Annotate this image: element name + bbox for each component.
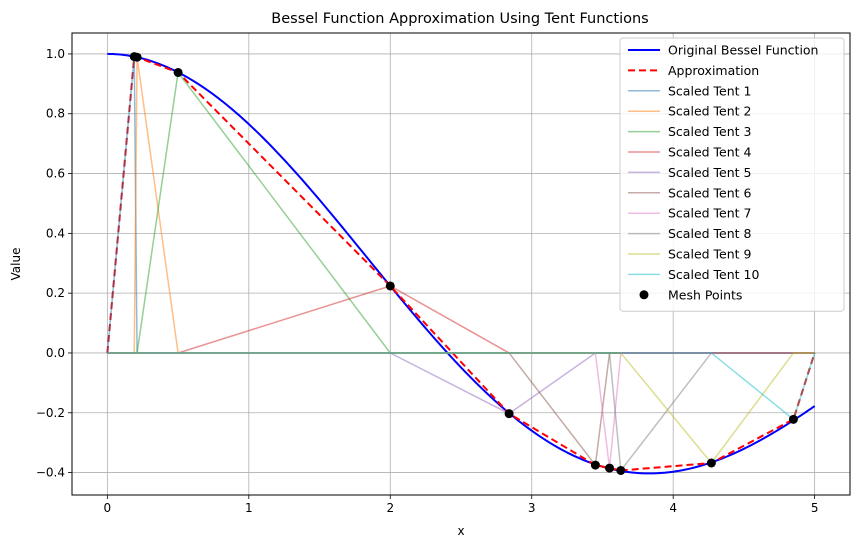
- mesh-point: [132, 52, 142, 62]
- legend-label: Scaled Tent 7: [668, 206, 752, 221]
- mesh-point: [788, 414, 798, 424]
- mesh-point: [173, 67, 183, 77]
- y-tick-label: 0.4: [46, 226, 65, 240]
- mesh-point: [590, 460, 600, 470]
- chart-title: Bessel Function Approximation Using Tent…: [271, 11, 648, 27]
- legend: Original Bessel Function Approximation Sca…: [619, 37, 845, 312]
- mesh-point: [616, 465, 626, 475]
- legend-entry: Scaled Tent 1: [628, 83, 752, 98]
- legend-label: Scaled Tent 9: [668, 247, 752, 262]
- mesh-point: [706, 458, 716, 468]
- series-scaled-tent-7: [107, 352, 815, 469]
- legend-entry: Scaled Tent 2: [628, 104, 752, 119]
- y-axis-label: Value: [9, 248, 23, 281]
- legend-label: Approximation: [668, 63, 759, 78]
- legend-label: Scaled Tent 1: [668, 83, 752, 98]
- y-tick-label: 0.2: [46, 286, 65, 300]
- x-tick-label: 0: [104, 501, 112, 515]
- y-tick-label: 0.8: [46, 107, 65, 121]
- y-tick-label: 0.6: [46, 167, 65, 181]
- legend-entry: Scaled Tent 10: [628, 267, 759, 282]
- series-scaled-tent-10: [107, 352, 816, 421]
- legend-entry: Scaled Tent 5: [628, 165, 752, 180]
- legend-entry: Scaled Tent 7: [628, 206, 752, 221]
- legend-entry: Scaled Tent 8: [628, 226, 752, 241]
- legend-entry: Approximation: [628, 63, 759, 78]
- legend-label: Scaled Tent 6: [668, 185, 752, 200]
- series-scaled-tent-9: [107, 352, 815, 465]
- axis-ticks: 0 1 2 3 4 5 −0.4 −0.2 0.0 0.2 0.4 0.6 0.8 1.0: [36, 47, 819, 515]
- legend-entry: Scaled Tent 9: [628, 247, 752, 262]
- legend-label: Scaled Tent 4: [668, 145, 752, 160]
- legend-label: Scaled Tent 10: [668, 267, 759, 282]
- legend-label: Scaled Tent 5: [668, 165, 752, 180]
- legend-label: Original Bessel Function: [668, 43, 818, 58]
- y-tick-label: −0.2: [36, 406, 65, 420]
- x-axis-label: x: [457, 524, 464, 538]
- legend-entry: Scaled Tent 3: [628, 124, 752, 139]
- legend-entry: Scaled Tent 4: [628, 145, 752, 160]
- mesh-point: [605, 463, 615, 473]
- series-scaled-tent-6: [107, 352, 815, 468]
- x-tick-label: 4: [669, 501, 677, 515]
- y-tick-label: 1.0: [46, 47, 65, 61]
- x-tick-label: 5: [811, 501, 819, 515]
- x-tick-label: 3: [528, 501, 536, 515]
- series-scaled-tent-8: [107, 352, 815, 473]
- x-tick-label: 2: [386, 501, 394, 515]
- legend-label: Scaled Tent 8: [668, 226, 752, 241]
- mesh-point: [504, 409, 514, 419]
- legend-entry: Original Bessel Function: [628, 43, 818, 58]
- y-tick-label: 0.0: [46, 346, 65, 360]
- legend-label: Scaled Tent 3: [668, 124, 752, 139]
- x-tick-label: 1: [245, 501, 253, 515]
- legend-box: [619, 37, 845, 312]
- y-tick-label: −0.4: [36, 466, 65, 480]
- axes-frame: [71, 32, 851, 496]
- legend-label: Mesh Points: [668, 287, 742, 302]
- legend-entry: Mesh Points: [639, 287, 742, 302]
- legend-label: Scaled Tent 2: [668, 104, 752, 119]
- mesh-point: [385, 281, 395, 291]
- legend-entry: Scaled Tent 6: [628, 185, 752, 200]
- series-original-bessel: [107, 52, 816, 475]
- plot-area: [106, 52, 816, 475]
- legend-marker: [639, 290, 649, 300]
